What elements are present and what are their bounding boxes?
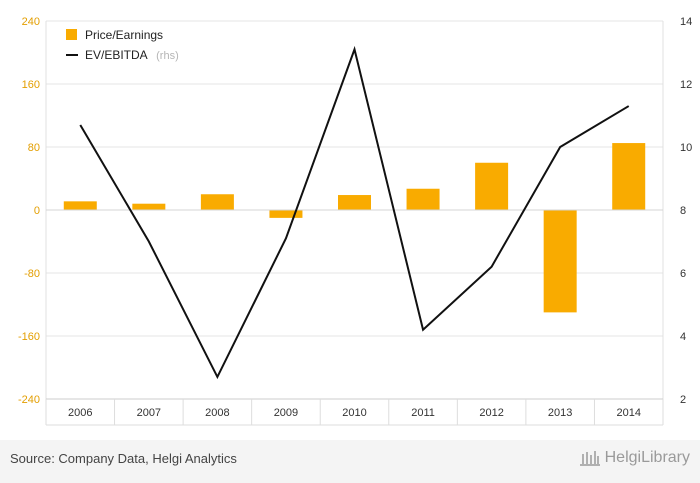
- bar-2008: [200, 194, 234, 210]
- bar-2006: [63, 201, 97, 210]
- x-axis: 2006 2007 2008 2009 2010 2011 2012 2013 2014: [45, 398, 664, 426]
- right-tick-label: 2: [680, 394, 686, 406]
- brand-text: HelgiLibrary: [604, 449, 690, 466]
- left-tick-label: -80: [24, 268, 40, 280]
- legend: Price/Earnings EV/EBITDA (rhs): [66, 28, 179, 63]
- x-tick-label: 2010: [342, 407, 366, 419]
- right-tick-label: 8: [680, 205, 686, 217]
- left-tick-label: 240: [22, 16, 40, 28]
- library-icon: [579, 451, 600, 466]
- brand-logo: HelgiLibrary: [579, 449, 690, 467]
- x-tick-label: 2009: [274, 407, 298, 419]
- x-tick-label: 2014: [616, 407, 640, 419]
- combo-chart: 240 160 80 0 -80 -160 -240 14 12 10 8 6 4 2 2006 2007…: [18, 16, 692, 426]
- legend-label-ev-ebitda-suffix: (rhs): [156, 50, 179, 62]
- right-tick-label: 10: [680, 142, 692, 154]
- legend-swatch-price-earnings: [66, 29, 77, 40]
- left-tick-label: -240: [18, 394, 40, 406]
- left-axis: 240 160 80 0 -80 -160 -240: [18, 16, 40, 406]
- bar-2011: [406, 188, 440, 210]
- x-tick-label: 2008: [205, 407, 229, 419]
- right-tick-label: 12: [680, 79, 692, 91]
- left-tick-label: -160: [18, 331, 40, 343]
- legend-label-price-earnings: Price/Earnings: [85, 28, 163, 42]
- right-tick-label: 4: [680, 331, 686, 343]
- left-tick-label: 0: [34, 205, 40, 217]
- left-tick-label: 80: [28, 142, 40, 154]
- right-tick-label: 14: [680, 16, 692, 28]
- x-tick-label: 2012: [479, 407, 503, 419]
- x-tick-label: 2006: [68, 407, 92, 419]
- legend-label-ev-ebitda: EV/EBITDA (rhs): [85, 46, 179, 63]
- x-tick-label: 2007: [137, 407, 161, 419]
- source-text: Source: Company Data, Helgi Analytics: [10, 451, 237, 466]
- bar-2009: [269, 210, 303, 218]
- right-axis: 14 12 10 8 6 4 2: [680, 16, 692, 406]
- bar-2010: [338, 195, 371, 210]
- x-tick-label: 2013: [548, 407, 572, 419]
- line-series: [79, 45, 630, 380]
- bar-2013: [543, 210, 577, 313]
- right-tick-label: 6: [680, 268, 686, 280]
- legend-label-ev-ebitda-text: EV/EBITDA: [85, 48, 148, 62]
- bar-2014: [612, 143, 646, 210]
- bar-2012: [475, 162, 509, 210]
- footer: Source: Company Data, Helgi Analytics He…: [0, 440, 700, 483]
- bar-series: [63, 143, 646, 313]
- bar-2007: [132, 203, 166, 210]
- left-tick-label: 160: [22, 79, 40, 91]
- x-tick-label: 2011: [411, 407, 435, 419]
